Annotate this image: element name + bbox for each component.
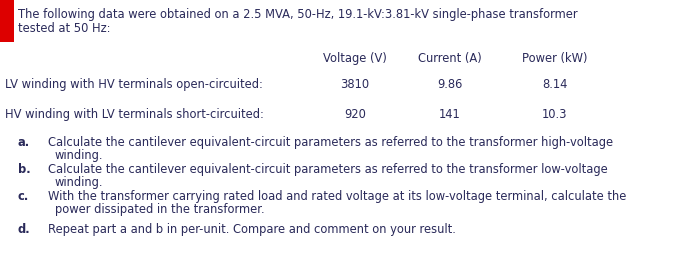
Text: Voltage (V): Voltage (V): [323, 52, 387, 65]
Text: 8.14: 8.14: [542, 78, 568, 91]
Text: 141: 141: [439, 108, 461, 121]
Text: Current (A): Current (A): [418, 52, 482, 65]
Bar: [0, 0, 14, 42]
Text: power dissipated in the transformer.: power dissipated in the transformer.: [55, 203, 265, 216]
Text: LV winding with HV terminals open-circuited:: LV winding with HV terminals open-circui…: [5, 78, 263, 91]
Text: winding.: winding.: [55, 176, 104, 189]
Text: 10.3: 10.3: [542, 108, 568, 121]
Text: a.: a.: [18, 136, 30, 149]
Text: HV winding with LV terminals short-circuited:: HV winding with LV terminals short-circu…: [5, 108, 264, 121]
Text: With the transformer carrying rated load and rated voltage at its low-voltage te: With the transformer carrying rated load…: [48, 190, 626, 203]
Text: c.: c.: [18, 190, 29, 203]
Text: Power (kW): Power (kW): [522, 52, 588, 65]
Text: Calculate the cantilever equivalent-circuit parameters as referred to the transf: Calculate the cantilever equivalent-circ…: [48, 136, 613, 149]
Text: Calculate the cantilever equivalent-circuit parameters as referred to the transf: Calculate the cantilever equivalent-circ…: [48, 163, 608, 176]
Text: b.: b.: [18, 163, 30, 176]
Text: 9.86: 9.86: [437, 78, 463, 91]
Text: 920: 920: [344, 108, 366, 121]
Text: 3810: 3810: [341, 78, 370, 91]
Text: winding.: winding.: [55, 149, 104, 162]
Text: tested at 50 Hz:: tested at 50 Hz:: [18, 22, 111, 35]
Text: Repeat part a and b in per-unit. Compare and comment on your result.: Repeat part a and b in per-unit. Compare…: [48, 223, 456, 236]
Text: The following data were obtained on a 2.5 MVA, 50-Hz, 19.1-kV:3.81-kV single-pha: The following data were obtained on a 2.…: [18, 8, 578, 21]
Text: d.: d.: [18, 223, 30, 236]
